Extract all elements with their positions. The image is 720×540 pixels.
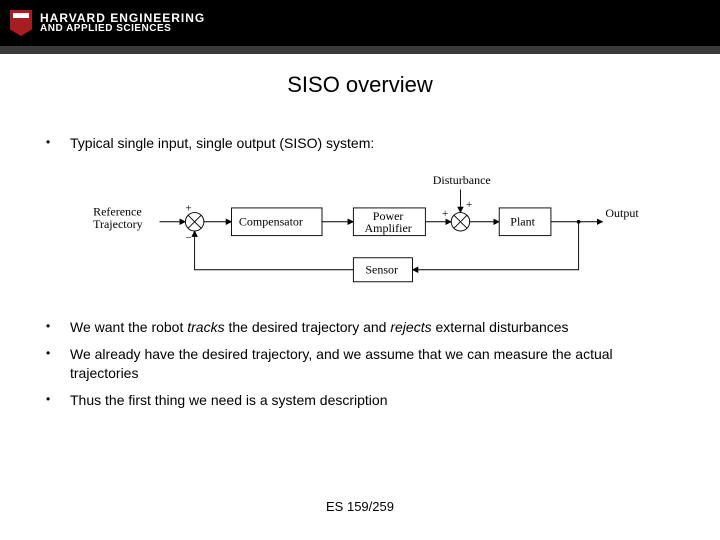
edge-out-sens [412, 222, 578, 270]
amp-label2: Amplifier [364, 221, 411, 235]
header-bar: HARVARD ENGINEERING AND APPLIED SCIENCES [0, 0, 720, 46]
slide-footer: ES 159/259 [0, 499, 720, 514]
bullet-4: Thus the first thing we need is a system… [40, 391, 680, 410]
sum2-left-plus: + [442, 208, 448, 220]
bullet-list: Typical single input, single output (SIS… [40, 134, 680, 153]
output-label: Output [605, 206, 639, 220]
plant-label: Plant [510, 214, 535, 228]
harvard-shield-icon [10, 10, 32, 36]
header-text: HARVARD ENGINEERING AND APPLIED SCIENCES [40, 12, 205, 34]
bullet-3: We already have the desired trajectory, … [40, 345, 680, 383]
sum1-minus: − [185, 232, 191, 244]
edge-sens-sum1 [195, 231, 354, 270]
slide-content: Typical single input, single output (SIS… [0, 134, 720, 409]
bullet-2: We want the robot tracks the desired tra… [40, 318, 680, 337]
bullet-1: Typical single input, single output (SIS… [40, 134, 680, 153]
sum2-top-plus: + [466, 199, 472, 211]
header-divider [0, 46, 720, 54]
ref-label2: Trajectory [93, 217, 143, 231]
compensator-label: Compensator [239, 214, 303, 228]
header-line2: AND APPLIED SCIENCES [40, 24, 205, 34]
ref-label1: Reference [93, 204, 142, 218]
slide-title: SISO overview [0, 72, 720, 98]
bullet-list-2: We want the robot tracks the desired tra… [40, 318, 680, 410]
sensor-label: Sensor [365, 262, 398, 276]
block-diagram-svg: Reference Trajectory + − Compensator Pow… [70, 171, 670, 291]
disturbance-label: Disturbance [433, 173, 491, 187]
siso-diagram: Reference Trajectory + − Compensator Pow… [70, 171, 680, 296]
sum1-plus: + [185, 203, 191, 215]
